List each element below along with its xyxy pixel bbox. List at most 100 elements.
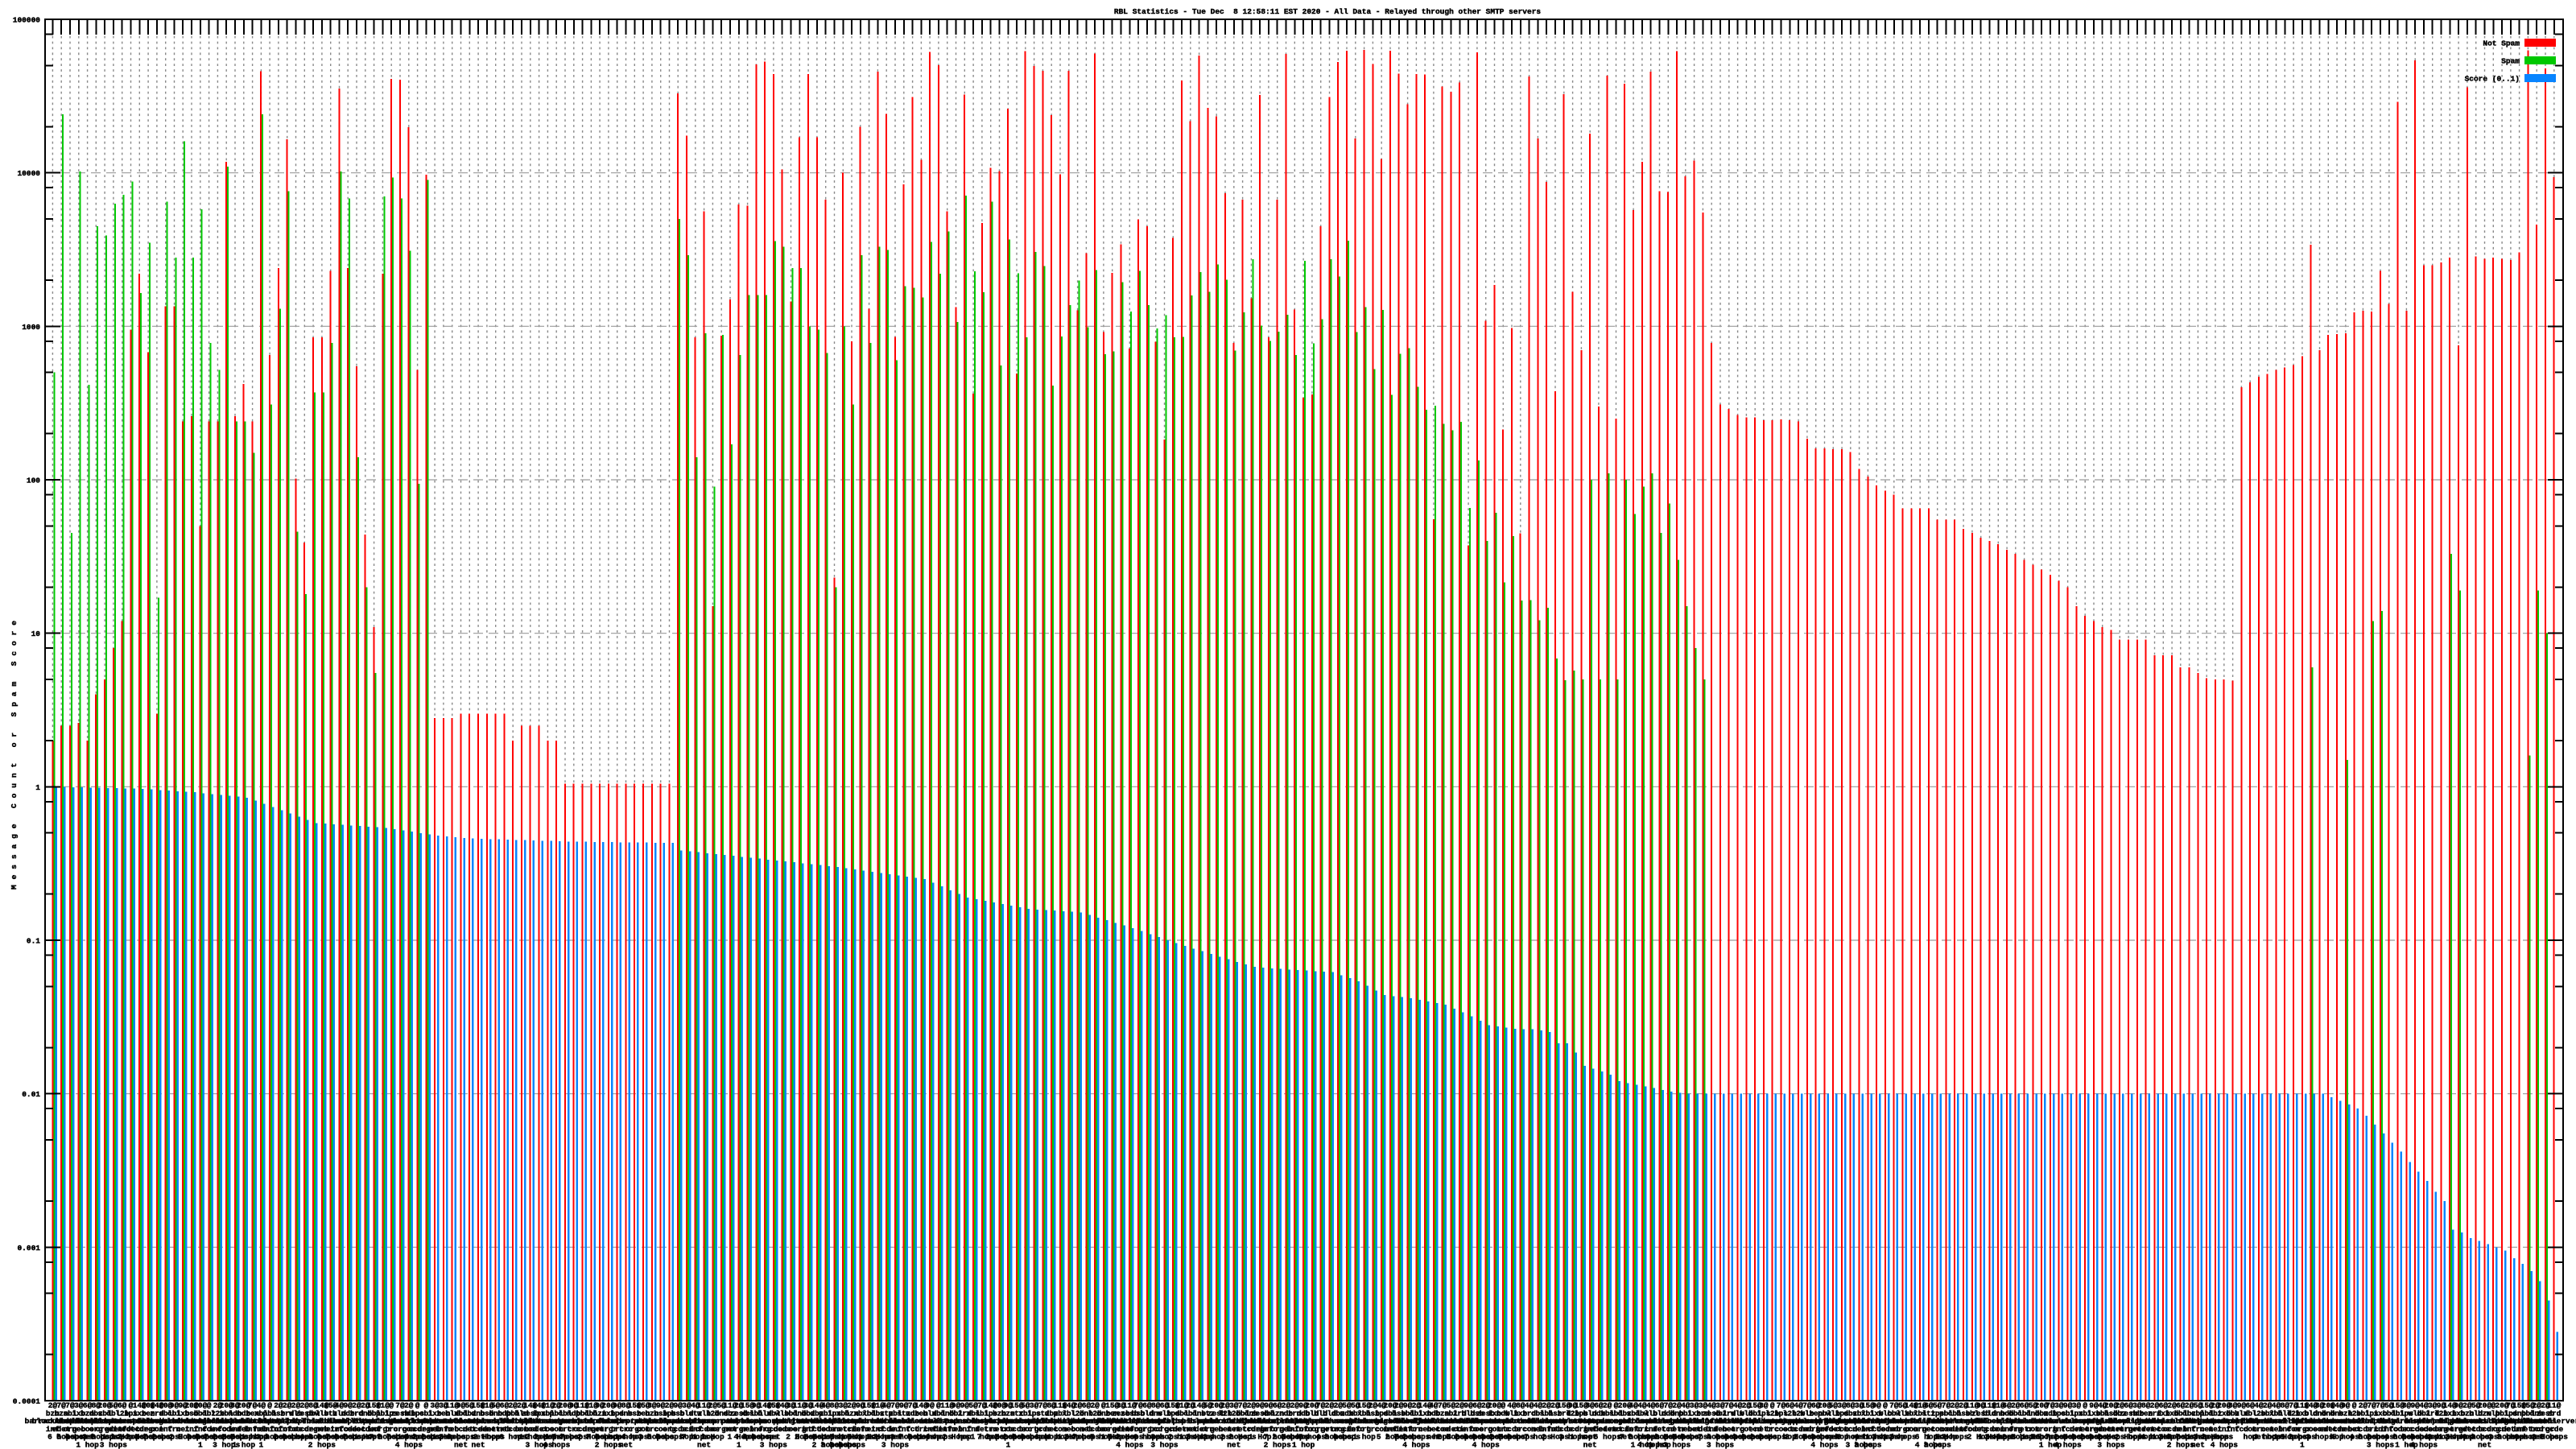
svg-text:dnb: dnb [2026, 1409, 2040, 1418]
svg-text:net: net [975, 1425, 989, 1434]
svg-text:trc: trc [914, 1425, 928, 1434]
svg-text:net: net [1227, 1441, 1241, 1449]
svg-text:junkemailfilter: junkemailfilter [791, 1417, 861, 1426]
svg-text:info: info [113, 1425, 131, 1434]
svg-text:megarbl: megarbl [1365, 1417, 1397, 1426]
svg-text:4 hops: 4 hops [733, 1433, 762, 1442]
svg-text:sbl: sbl [2356, 1409, 2370, 1418]
svg-text:dnsbl: dnsbl [675, 1417, 699, 1426]
svg-text:6@: 6@ [1472, 1402, 1482, 1410]
svg-text:ixb: ixb [2165, 1409, 2179, 1418]
svg-text:20@: 20@ [558, 1402, 572, 1410]
svg-text:spamcop: spamcop [1001, 1417, 1033, 1426]
svg-text:bsb: bsb [1366, 1409, 1380, 1418]
svg-text:surbl: surbl [311, 1417, 334, 1426]
svg-text:orgr: orgr [1103, 1425, 1121, 1434]
svg-text:2@: 2@ [1325, 1402, 1335, 1410]
svg-text:tcd: tcd [679, 1425, 693, 1434]
svg-text:6@: 6@ [2002, 1402, 2012, 1410]
svg-text:5@: 5@ [1829, 1402, 1839, 1410]
svg-text:0spam: 0spam [1778, 1417, 1802, 1426]
svg-text:zesb: zesb [1476, 1409, 1495, 1418]
svg-text:inf: inf [1583, 1425, 1597, 1434]
svg-text:2 hops: 2 hops [1003, 1433, 1031, 1442]
svg-text:megarbl: megarbl [1296, 1417, 1328, 1426]
svg-text:net: net [1045, 1425, 1059, 1434]
svg-text:dnswl: dnswl [893, 1417, 916, 1426]
svg-text:psbl: psbl [2450, 1417, 2468, 1426]
svg-text:6@: 6@ [1924, 1402, 1934, 1410]
svg-text:barracudacentral: barracudacentral [76, 1417, 151, 1426]
svg-text:net: net [176, 1425, 190, 1434]
svg-text:9@: 9@ [899, 1402, 909, 1410]
svg-text:xbl: xbl [254, 1409, 268, 1418]
svg-text:1 hop: 1 hop [919, 1433, 942, 1442]
svg-text:2 hops: 2 hops [1220, 1433, 1249, 1442]
svg-text:psbl: psbl [773, 1417, 791, 1426]
svg-text:2@: 2@ [2011, 1402, 2021, 1410]
svg-text:7 hops: 7 hops [2175, 1433, 2203, 1442]
svg-text:net: net [1618, 1433, 1632, 1442]
svg-text:dbz: dbz [1045, 1409, 1059, 1418]
svg-text:spamrats: spamrats [416, 1417, 453, 1426]
svg-text:dronebl: dronebl [1443, 1417, 1476, 1426]
svg-text:zrd: zrd [1453, 1409, 1467, 1418]
svg-text:cbl: cbl [419, 1409, 433, 1418]
svg-text:5@: 5@ [491, 1402, 501, 1410]
svg-text:2 Hops: 2 Hops [1984, 1433, 2013, 1442]
svg-text:11@: 11@ [376, 1402, 390, 1410]
svg-text:net: net [367, 1433, 381, 1442]
svg-text:9@: 9@ [2437, 1402, 2446, 1410]
svg-text:ips: ips [1375, 1409, 1389, 1418]
svg-text:ndb: ndb [906, 1409, 919, 1418]
svg-text:xbl: xbl [2079, 1409, 2092, 1418]
svg-text:spfbl: spfbl [2369, 1417, 2392, 1426]
svg-text:0spam: 0spam [944, 1417, 968, 1426]
svg-text:info: info [208, 1425, 227, 1434]
svg-text:tcd: tcd [454, 1425, 468, 1434]
svg-text:dnswl: dnswl [1934, 1417, 1958, 1426]
svg-text:@: @ [936, 1402, 941, 1410]
svg-text:6 hops: 6 hops [2062, 1433, 2091, 1442]
svg-text:org: org [1305, 1425, 1319, 1434]
svg-text:dnb: dnb [1245, 1409, 1258, 1418]
svg-text:@: @ [1501, 1402, 1505, 1410]
svg-text:1 hop: 1 hop [1865, 1433, 1889, 1442]
svg-text:dnswl: dnswl [215, 1417, 238, 1426]
svg-text:dronebl: dronebl [1070, 1417, 1102, 1426]
svg-text:xbl: xbl [1713, 1409, 1727, 1418]
svg-text:zen: zen [1105, 1409, 1119, 1418]
svg-text:ccde: ccde [1616, 1425, 1634, 1434]
svg-text:trc: trc [984, 1425, 997, 1434]
svg-text:11@: 11@ [697, 1402, 711, 1410]
svg-text:dronebl: dronebl [2417, 1417, 2449, 1426]
svg-text:7@: 7@ [1777, 1402, 1786, 1410]
svg-text:4 hops: 4 hops [1402, 1441, 1430, 1449]
svg-text:1 hop: 1 hop [2030, 1433, 2054, 1442]
svg-text:info: info [1259, 1425, 1278, 1434]
svg-text:2 Hops: 2 Hops [1785, 1433, 1813, 1442]
svg-text:14@: 14@ [914, 1402, 928, 1410]
svg-text:9@: 9@ [656, 1402, 666, 1410]
svg-text:3 hops: 3 hops [2193, 1433, 2221, 1442]
svg-text:psbl: psbl [1173, 1417, 1191, 1426]
svg-text:trc: trc [645, 1425, 658, 1434]
svg-text:ixb: ixb [428, 1409, 442, 1418]
svg-text:3 hops: 3 hops [1845, 1441, 1873, 1449]
svg-text:orgr: orgr [1155, 1425, 1174, 1434]
svg-text:spamcop: spamcop [2208, 1417, 2240, 1426]
svg-text:dronebl: dronebl [636, 1417, 668, 1426]
svg-text:org: org [1357, 1425, 1371, 1434]
svg-text:6 hops: 6 hops [334, 1433, 362, 1442]
svg-text:1: 1 [2300, 1441, 2305, 1449]
svg-text:8@: 8@ [230, 1402, 240, 1410]
svg-text:pbl: pbl [888, 1409, 902, 1418]
svg-text:xbl: xbl [1348, 1409, 1362, 1418]
svg-text:2 hops: 2 hops [1889, 1433, 1917, 1442]
svg-text:inf: inf [923, 1425, 937, 1434]
svg-text:7 hops: 7 hops [204, 1433, 232, 1442]
svg-text:surbl: surbl [1457, 1417, 1480, 1426]
svg-text:4@: 4@ [1525, 1402, 1534, 1410]
svg-text:net: net [1426, 1433, 1440, 1442]
svg-text:11@: 11@ [1965, 1402, 1979, 1410]
